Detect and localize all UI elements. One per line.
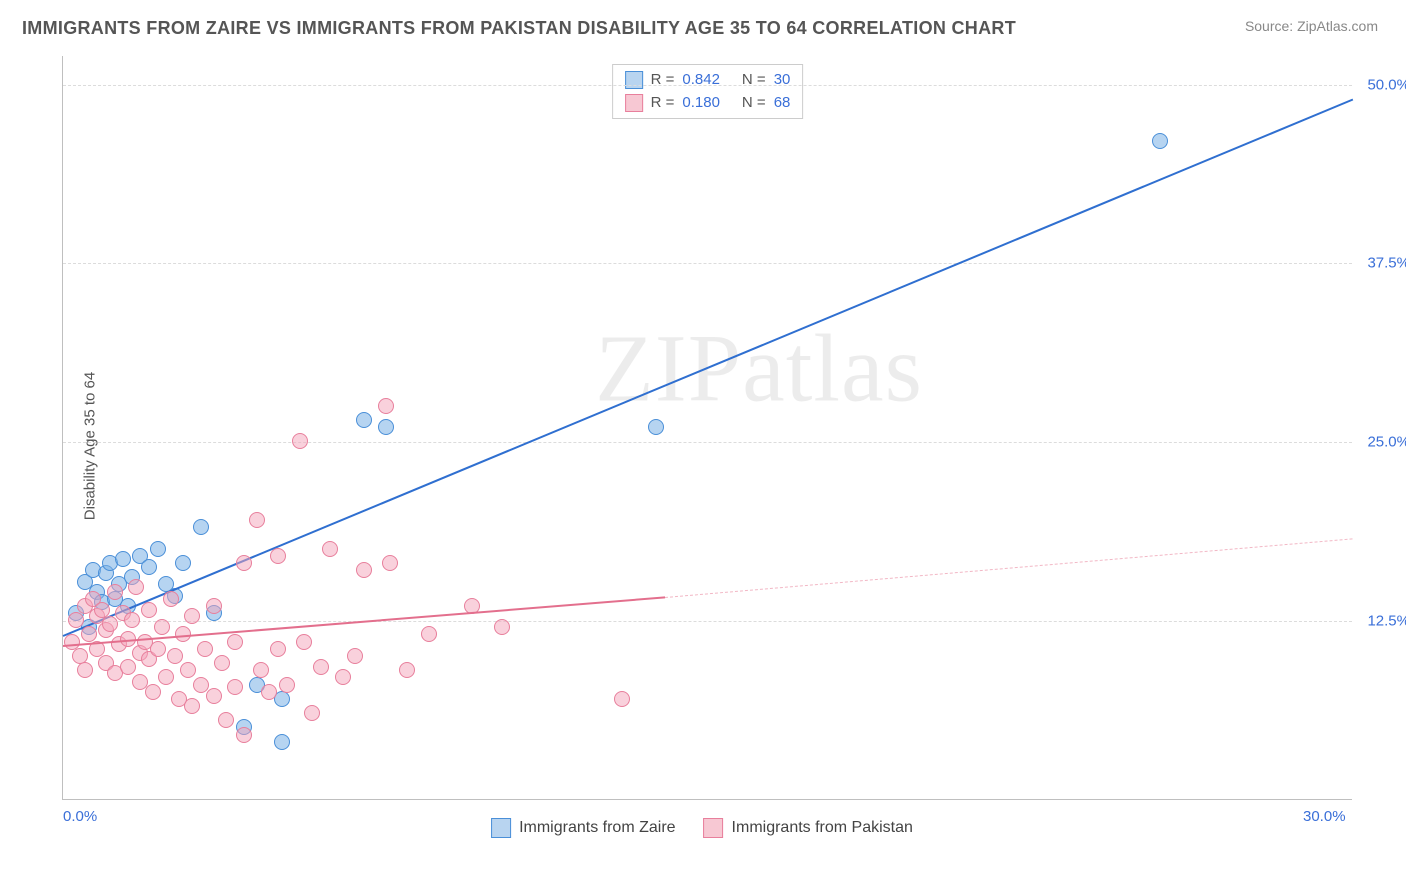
series-legend: Immigrants from Zaire Immigrants from Pak… bbox=[491, 818, 913, 838]
data-point-pakistan bbox=[184, 608, 200, 624]
chart-container: Disability Age 35 to 64 ZIPatlas R =0.84… bbox=[22, 48, 1382, 844]
source-link[interactable]: ZipAtlas.com bbox=[1297, 18, 1378, 34]
stats-r-label: R = bbox=[651, 92, 675, 115]
data-point-pakistan bbox=[206, 688, 222, 704]
watermark: ZIPatlas bbox=[595, 313, 923, 424]
data-point-pakistan bbox=[494, 619, 510, 635]
stats-n-label: N = bbox=[742, 69, 766, 92]
data-point-zaire bbox=[150, 541, 166, 557]
data-point-pakistan bbox=[102, 616, 118, 632]
data-point-zaire bbox=[175, 555, 191, 571]
data-point-pakistan bbox=[214, 655, 230, 671]
stats-r-value: 0.842 bbox=[682, 69, 720, 92]
chart-title: IMMIGRANTS FROM ZAIRE VS IMMIGRANTS FROM… bbox=[22, 18, 1016, 39]
stats-r-label: R = bbox=[651, 69, 675, 92]
stats-row: R = 0.842 N = 30 bbox=[625, 69, 791, 92]
stats-n-value: 68 bbox=[774, 92, 791, 115]
data-point-pakistan bbox=[184, 698, 200, 714]
stats-r-value: 0.180 bbox=[682, 92, 720, 115]
data-point-pakistan bbox=[163, 591, 179, 607]
data-point-pakistan bbox=[141, 602, 157, 618]
data-point-pakistan bbox=[180, 662, 196, 678]
data-point-zaire bbox=[648, 419, 664, 435]
gridline-h bbox=[63, 442, 1352, 443]
plot-area: ZIPatlas R =0.842N =30R =0.180N =68 12.5… bbox=[62, 56, 1352, 800]
data-point-pakistan bbox=[154, 619, 170, 635]
gridline-h bbox=[63, 85, 1352, 86]
regression-line bbox=[665, 538, 1353, 598]
data-point-pakistan bbox=[124, 612, 140, 628]
y-tick-label: 37.5% bbox=[1356, 255, 1406, 272]
data-point-zaire bbox=[356, 412, 372, 428]
data-point-pakistan bbox=[218, 712, 234, 728]
legend-label: Immigrants from Pakistan bbox=[732, 819, 913, 837]
data-point-zaire bbox=[193, 519, 209, 535]
data-point-pakistan bbox=[292, 433, 308, 449]
data-point-pakistan bbox=[150, 641, 166, 657]
y-tick-label: 25.0% bbox=[1356, 434, 1406, 451]
data-point-pakistan bbox=[270, 641, 286, 657]
stats-n-label: N = bbox=[742, 92, 766, 115]
data-point-pakistan bbox=[279, 677, 295, 693]
data-point-pakistan bbox=[145, 684, 161, 700]
data-point-pakistan bbox=[614, 691, 630, 707]
y-tick-label: 50.0% bbox=[1356, 76, 1406, 93]
data-point-pakistan bbox=[261, 684, 277, 700]
data-point-pakistan bbox=[197, 641, 213, 657]
data-point-zaire bbox=[378, 419, 394, 435]
data-point-pakistan bbox=[68, 612, 84, 628]
legend-label: Immigrants from Zaire bbox=[519, 819, 675, 837]
gridline-h bbox=[63, 263, 1352, 264]
source-attribution: Source: ZipAtlas.com bbox=[1245, 18, 1378, 34]
data-point-pakistan bbox=[236, 727, 252, 743]
regression-line bbox=[63, 99, 1354, 637]
data-point-pakistan bbox=[167, 648, 183, 664]
data-point-pakistan bbox=[356, 562, 372, 578]
data-point-pakistan bbox=[236, 555, 252, 571]
data-point-pakistan bbox=[158, 669, 174, 685]
data-point-pakistan bbox=[253, 662, 269, 678]
data-point-zaire bbox=[141, 559, 157, 575]
data-point-pakistan bbox=[378, 398, 394, 414]
data-point-pakistan bbox=[128, 579, 144, 595]
data-point-pakistan bbox=[313, 659, 329, 675]
data-point-pakistan bbox=[206, 598, 222, 614]
stats-row: R = 0.180 N = 68 bbox=[625, 92, 791, 115]
x-tick-label: 30.0% bbox=[1303, 808, 1346, 825]
data-point-pakistan bbox=[249, 512, 265, 528]
legend-swatch bbox=[704, 818, 724, 838]
data-point-pakistan bbox=[107, 584, 123, 600]
data-point-pakistan bbox=[120, 659, 136, 675]
stats-n-value: 30 bbox=[774, 69, 791, 92]
x-tick-label: 0.0% bbox=[63, 808, 97, 825]
data-point-pakistan bbox=[399, 662, 415, 678]
data-point-pakistan bbox=[335, 669, 351, 685]
stats-swatch bbox=[625, 94, 643, 112]
data-point-zaire bbox=[274, 734, 290, 750]
data-point-pakistan bbox=[382, 555, 398, 571]
legend-swatch bbox=[491, 818, 511, 838]
data-point-pakistan bbox=[77, 662, 93, 678]
gridline-h bbox=[63, 621, 1352, 622]
data-point-pakistan bbox=[421, 626, 437, 642]
data-point-pakistan bbox=[227, 634, 243, 650]
data-point-pakistan bbox=[227, 679, 243, 695]
data-point-zaire bbox=[115, 551, 131, 567]
legend-item: Immigrants from Pakistan bbox=[704, 818, 913, 838]
data-point-pakistan bbox=[322, 541, 338, 557]
data-point-pakistan bbox=[347, 648, 363, 664]
stats-swatch bbox=[625, 71, 643, 89]
data-point-pakistan bbox=[296, 634, 312, 650]
data-point-pakistan bbox=[270, 548, 286, 564]
data-point-pakistan bbox=[304, 705, 320, 721]
data-point-zaire bbox=[1152, 133, 1168, 149]
stats-legend-box: R = 0.842 N = 30 R = 0.180 N = 68 bbox=[612, 64, 804, 119]
y-tick-label: 12.5% bbox=[1356, 613, 1406, 630]
legend-item: Immigrants from Zaire bbox=[491, 818, 675, 838]
